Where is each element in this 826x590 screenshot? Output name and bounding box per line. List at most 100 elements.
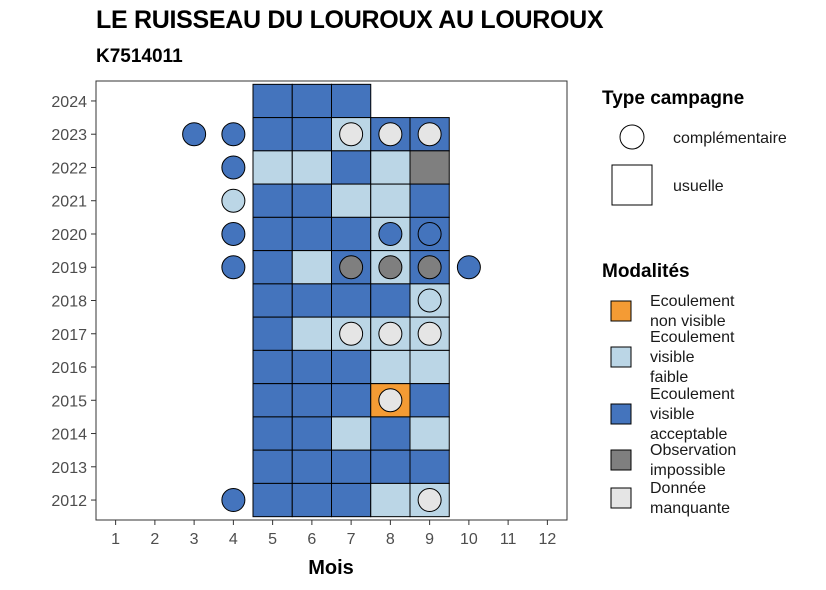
legend-label-nd: manquante [650,500,730,517]
usuelle-tile-2022-8 [370,150,411,185]
usuelle-tile-2013-9 [409,449,450,484]
y-tick-label: 2013 [51,460,87,477]
complementaire-point-2019-8 [378,255,403,280]
x-tick-label: 4 [229,531,238,548]
legend-usuelle-label: usuelle [673,178,724,195]
usuelle-tile-2018-8 [370,283,411,318]
complementaire-point-2018-9 [417,288,442,313]
complementaire-point-2017-7 [339,321,364,346]
y-tick-label: 2018 [51,294,87,311]
x-tick-label: 10 [460,531,478,548]
usuelle-tile-2012-5 [252,482,293,518]
x-tick-label: 11 [500,531,517,548]
legend-circle-swatch [619,124,645,150]
y-tick-label: 2020 [51,227,87,244]
legend-label-eva: acceptable [650,426,727,443]
x-tick-label: 1 [111,531,120,548]
complementaire-point-2020-9 [417,221,442,246]
x-tick-label: 12 [538,531,556,548]
y-tick-label: 2017 [51,327,87,344]
usuelle-tile-2015-9 [409,383,450,418]
complementaire-point-2023-3 [182,122,207,147]
usuelle-tile-2016-5 [252,349,293,385]
legend-label-eva: Ecoulement [650,386,735,403]
complementaire-point-2023-4 [221,122,246,147]
usuelle-tile-2017-6 [291,316,332,351]
usuelle-tile-2019-6 [291,250,332,285]
usuelle-tile-2019-5 [252,250,293,285]
usuelle-tile-2014-8 [370,416,411,451]
usuelle-tile-2018-7 [331,283,372,318]
legend-swatch-eva [610,403,632,425]
usuelle-tile-2014-7 [331,416,372,451]
y-tick-label: 2016 [51,360,87,377]
y-tick-label: 2014 [51,427,87,444]
legend-modalites-title: Modalités [602,261,690,282]
usuelle-tile-2021-8 [370,183,411,218]
usuelle-tile-2015-7 [331,383,372,418]
legend-swatch-nd [610,487,632,509]
legend-label-obs: impossible [650,462,726,479]
usuelle-tile-2014-5 [252,416,293,451]
chart-title: LE RUISSEAU DU LOUROUX AU LOUROUX [96,6,604,34]
usuelle-tile-2015-5 [252,383,293,418]
y-tick-label: 2015 [51,393,87,410]
usuelle-tile-2024-7 [331,83,372,119]
usuelle-tile-2013-7 [331,449,372,484]
legend-label-evf: visible [650,349,695,366]
y-tick-label: 2012 [51,493,87,510]
usuelle-tile-2012-7 [331,482,372,518]
complementaire-point-2015-8 [378,388,403,413]
usuelle-tile-2013-5 [252,449,293,484]
usuelle-tile-2020-5 [252,216,293,252]
complementaire-point-2019-4 [221,255,246,280]
usuelle-tile-2023-5 [252,117,293,152]
legend-label-obs: Observation [650,442,736,459]
legend-label-nd: Donnée [650,480,706,497]
legend-label-eva: visible [650,406,695,423]
x-axis-label: Mois [308,557,354,579]
complementaire-point-2017-9 [417,321,442,346]
usuelle-tile-2017-5 [252,316,293,351]
y-tick-label: 2024 [51,94,87,111]
legend-complementaire-label: complémentaire [673,130,787,147]
complementaire-point-2023-7 [339,122,364,147]
usuelle-tile-2016-6 [291,349,332,385]
complementaire-points [182,122,481,513]
legend-label-env: Ecoulement [650,293,735,310]
complementaire-point-2020-4 [221,221,246,246]
x-tick-label: 8 [386,531,395,548]
legend-label-evf: Ecoulement [650,329,735,346]
complementaire-point-2012-9 [417,488,442,513]
usuelle-tile-2021-9 [409,183,450,218]
x-axis: 1 2 3 4 5 6 7 8 9 10 11 12 [111,520,556,548]
usuelle-tile-2014-9 [409,416,450,451]
complementaire-point-2022-4 [221,155,246,180]
complementaire-point-2019-9 [417,255,442,280]
x-tick-label: 5 [268,531,277,548]
usuelle-tile-2012-8 [370,482,411,518]
usuelle-tile-2023-6 [291,117,332,152]
legend-type-campagne-title: Type campagne [602,88,744,109]
usuelle-tile-2021-7 [331,183,372,218]
y-tick-label: 2019 [51,260,87,277]
usuelle-tile-2016-7 [331,349,372,385]
usuelle-tile-2024-6 [291,83,332,119]
complementaire-point-2012-4 [221,488,246,513]
usuelle-tile-2024-5 [252,83,293,119]
complementaire-point-2019-7 [339,255,364,280]
legend-swatch-env [610,300,632,322]
chart-subtitle: K7514011 [96,46,183,67]
usuelle-tile-2020-6 [291,216,332,252]
usuelle-tile-2016-8 [370,349,411,385]
usuelle-tile-2013-6 [291,449,332,484]
y-axis: 2012 2013 2014 2015 2016 2017 2018 2019 2020 2021… [51,94,96,510]
complementaire-point-2017-8 [378,321,403,346]
usuelle-tile-2021-5 [252,183,293,218]
complementaire-point-2021-4 [221,188,246,213]
complementaire-point-2023-8 [378,122,403,147]
x-tick-label: 9 [425,531,434,548]
legend-label-env: non visible [650,313,726,330]
